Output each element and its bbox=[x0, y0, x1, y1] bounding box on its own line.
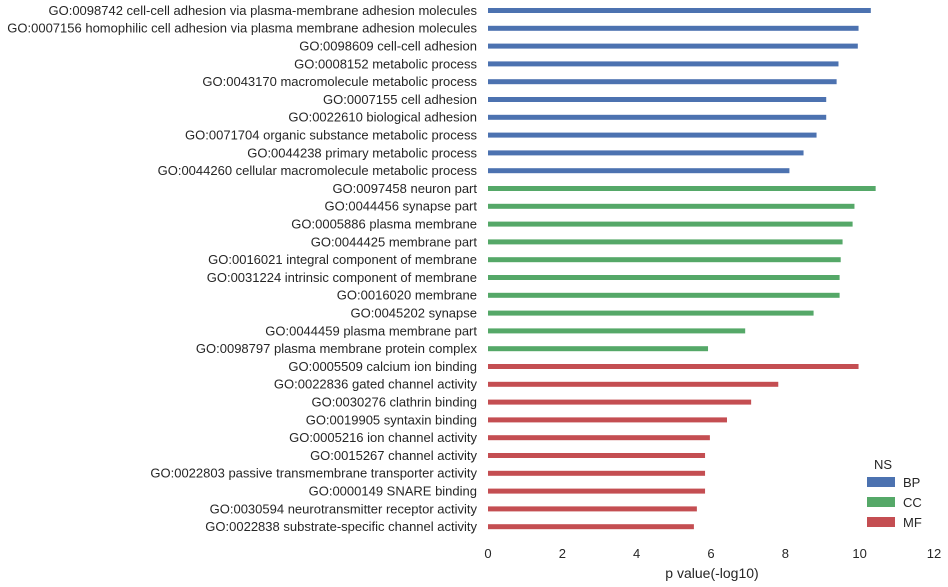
bar-bp bbox=[488, 8, 871, 13]
x-axis: p value(-log10) 0 2 4 6 8 10 12 bbox=[484, 546, 941, 581]
category-label: GO:0007155 cell adhesion bbox=[323, 92, 477, 107]
legend-swatch-mf bbox=[867, 517, 895, 527]
legend-swatch-cc bbox=[867, 497, 895, 507]
bar-bp bbox=[488, 61, 839, 67]
bar-mf bbox=[488, 417, 727, 423]
x-tick-label: 4 bbox=[633, 546, 640, 561]
legend-swatch-bp bbox=[867, 477, 895, 487]
x-tick-label: 6 bbox=[707, 546, 714, 561]
category-labels: GO:0098742 cell-cell adhesion via plasma… bbox=[7, 3, 477, 534]
category-label: GO:0022803 passive transmembrane transpo… bbox=[150, 466, 477, 481]
bar-bp bbox=[488, 114, 827, 120]
bar-mf bbox=[488, 453, 706, 458]
bar-cc bbox=[488, 221, 853, 227]
bar-cc bbox=[488, 239, 843, 245]
bar-cc bbox=[488, 328, 746, 334]
legend: NS BP CC MF bbox=[867, 457, 922, 530]
category-label: GO:0044459 plasma membrane part bbox=[265, 323, 477, 338]
bar-bp bbox=[488, 43, 858, 49]
category-label: GO:0044456 synapse part bbox=[325, 199, 478, 214]
category-label: GO:0016020 membrane bbox=[337, 288, 477, 303]
bar-mf bbox=[488, 381, 779, 387]
category-label: GO:0007156 homophilic cell adhesion via … bbox=[7, 21, 477, 36]
category-label: GO:0044425 membrane part bbox=[311, 234, 478, 249]
bar-mf bbox=[488, 524, 694, 530]
category-label: GO:0022836 gated channel activity bbox=[274, 377, 478, 392]
bar-mf bbox=[488, 470, 706, 476]
category-label: GO:0008152 metabolic process bbox=[294, 56, 477, 71]
bar-cc bbox=[488, 203, 855, 209]
bar-cc bbox=[488, 186, 876, 191]
bar-mf bbox=[488, 488, 706, 494]
bar-bp bbox=[488, 25, 859, 31]
bar-bp bbox=[488, 79, 837, 85]
bar-cc bbox=[488, 346, 709, 352]
category-label: GO:0030594 neurotransmitter receptor act… bbox=[210, 501, 478, 516]
category-label: GO:0043170 macromolecule metabolic proce… bbox=[202, 74, 477, 89]
category-label: GO:0005509 calcium ion binding bbox=[288, 359, 477, 374]
category-label: GO:0005886 plasma membrane bbox=[291, 217, 477, 232]
legend-title: NS bbox=[874, 457, 892, 472]
bar-mf bbox=[488, 364, 859, 369]
bar-bp bbox=[488, 132, 817, 138]
category-label: GO:0019905 syntaxin binding bbox=[306, 412, 477, 427]
bar-cc bbox=[488, 275, 840, 280]
category-label: GO:0022838 substrate-specific channel ac… bbox=[205, 519, 477, 534]
x-tick-label: 2 bbox=[559, 546, 566, 561]
bar-cc bbox=[488, 257, 841, 263]
x-tick-label: 8 bbox=[782, 546, 789, 561]
x-tick-label: 10 bbox=[852, 546, 866, 561]
category-label: GO:0097458 neuron part bbox=[332, 181, 477, 196]
category-label: GO:0098797 plasma membrane protein compl… bbox=[196, 341, 478, 356]
bar-mf bbox=[488, 506, 697, 512]
bar-bp bbox=[488, 97, 827, 102]
category-label: GO:0030276 clathrin binding bbox=[311, 395, 477, 410]
category-label: GO:0045202 synapse bbox=[351, 306, 477, 321]
bar-cc bbox=[488, 292, 840, 298]
category-label: GO:0016021 integral component of membran… bbox=[208, 252, 477, 267]
category-label: GO:0031224 intrinsic component of membra… bbox=[207, 270, 477, 285]
category-label: GO:0098742 cell-cell adhesion via plasma… bbox=[48, 3, 477, 18]
category-label: GO:0005216 ion channel activity bbox=[289, 430, 477, 445]
category-label: GO:0000149 SNARE binding bbox=[309, 484, 477, 499]
category-label: GO:0015267 channel activity bbox=[310, 448, 477, 463]
legend-label-bp: BP bbox=[903, 475, 920, 490]
category-label: GO:0098609 cell-cell adhesion bbox=[299, 39, 477, 54]
category-label: GO:0071704 organic substance metabolic p… bbox=[185, 128, 477, 143]
x-tick-label: 0 bbox=[484, 546, 491, 561]
x-tick-label: 12 bbox=[927, 546, 941, 561]
bar-mf bbox=[488, 435, 710, 441]
category-label: GO:0044238 primary metabolic process bbox=[247, 145, 477, 160]
x-axis-label: p value(-log10) bbox=[665, 565, 758, 581]
bar-mf bbox=[488, 399, 752, 405]
bar-bp bbox=[488, 150, 804, 156]
bar-bp bbox=[488, 168, 790, 174]
category-label: GO:0044260 cellular macromolecule metabo… bbox=[158, 163, 478, 178]
legend-label-cc: CC bbox=[903, 495, 922, 510]
category-label: GO:0022610 biological adhesion bbox=[288, 110, 477, 125]
bars-layer bbox=[488, 8, 876, 530]
legend-label-mf: MF bbox=[903, 515, 922, 530]
bar-cc bbox=[488, 310, 814, 316]
